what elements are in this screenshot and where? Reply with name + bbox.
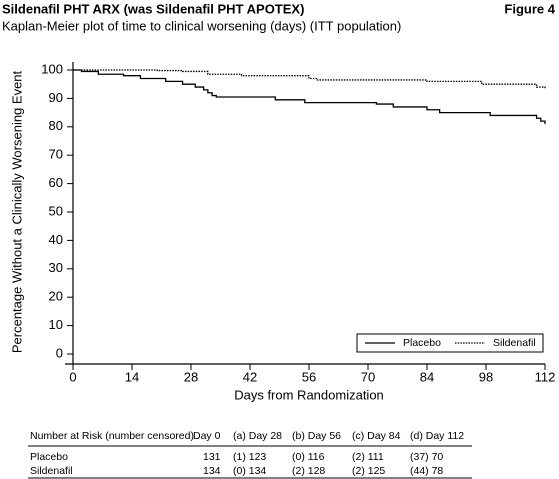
x-axis-label: Days from Randomization [234, 387, 384, 402]
table-cell: (0) 134 [233, 465, 266, 477]
chart-title: Sildenafil PHT ARX (was Sildenafil PHT A… [2, 1, 304, 16]
x-tick-label: 28 [184, 369, 198, 384]
y-tick-label: 30 [49, 260, 63, 275]
y-tick-label: 100 [41, 61, 63, 76]
x-tick-label: 98 [479, 369, 493, 384]
y-axis-label: Percentage Without a Clinically Worsenin… [9, 70, 24, 353]
y-tick-label: 70 [49, 147, 63, 162]
table-header: (c) Day 84 [352, 430, 401, 442]
y-tick-label: 50 [49, 203, 63, 218]
table-cell: 134 [203, 465, 221, 477]
chart-subtitle: Kaplan-Meier plot of time to clinical wo… [2, 18, 401, 33]
x-tick-label: 0 [69, 369, 76, 384]
y-tick-label: 0 [56, 345, 63, 360]
legend-box [356, 333, 544, 353]
table-header: (b) Day 56 [292, 430, 341, 442]
table-cell: (2) 111 [352, 451, 384, 463]
x-tick-label: 42 [243, 369, 257, 384]
table-header: Day 0 [193, 430, 221, 442]
km-curve [73, 69, 546, 89]
table-header: (a) Day 28 [233, 430, 282, 442]
table-cell: (2) 125 [352, 465, 385, 477]
table-cell: (2) 128 [292, 465, 325, 477]
table-cell: Placebo [30, 451, 68, 463]
x-tick-label: 112 [535, 369, 556, 384]
y-tick-label: 90 [49, 90, 63, 105]
legend-label: Placebo [403, 337, 441, 349]
x-tick-label: 84 [420, 369, 434, 384]
table-header: (d) Day 112 [410, 430, 464, 442]
table-header: Number at Risk (number censored) [30, 430, 194, 442]
table-cell: (44) 78 [410, 465, 443, 477]
table-cell: 131 [203, 451, 221, 463]
km-curve [73, 69, 546, 124]
y-tick-label: 40 [49, 232, 63, 247]
table-cell: (37) 70 [410, 451, 443, 463]
table-cell: (1) 123 [233, 451, 266, 463]
y-tick-label: 10 [49, 317, 63, 332]
x-tick-label: 70 [361, 369, 375, 384]
y-tick-label: 60 [49, 175, 63, 190]
x-tick-label: 14 [125, 369, 139, 384]
x-tick-label: 56 [302, 369, 316, 384]
legend-label: Sildenafil [493, 337, 536, 349]
table-cell: Sildenafil [30, 465, 73, 477]
y-tick-label: 20 [49, 289, 63, 304]
figure-label: Figure 4 [504, 1, 555, 16]
y-tick-label: 80 [49, 118, 63, 133]
table-cell: (0) 116 [292, 451, 325, 463]
